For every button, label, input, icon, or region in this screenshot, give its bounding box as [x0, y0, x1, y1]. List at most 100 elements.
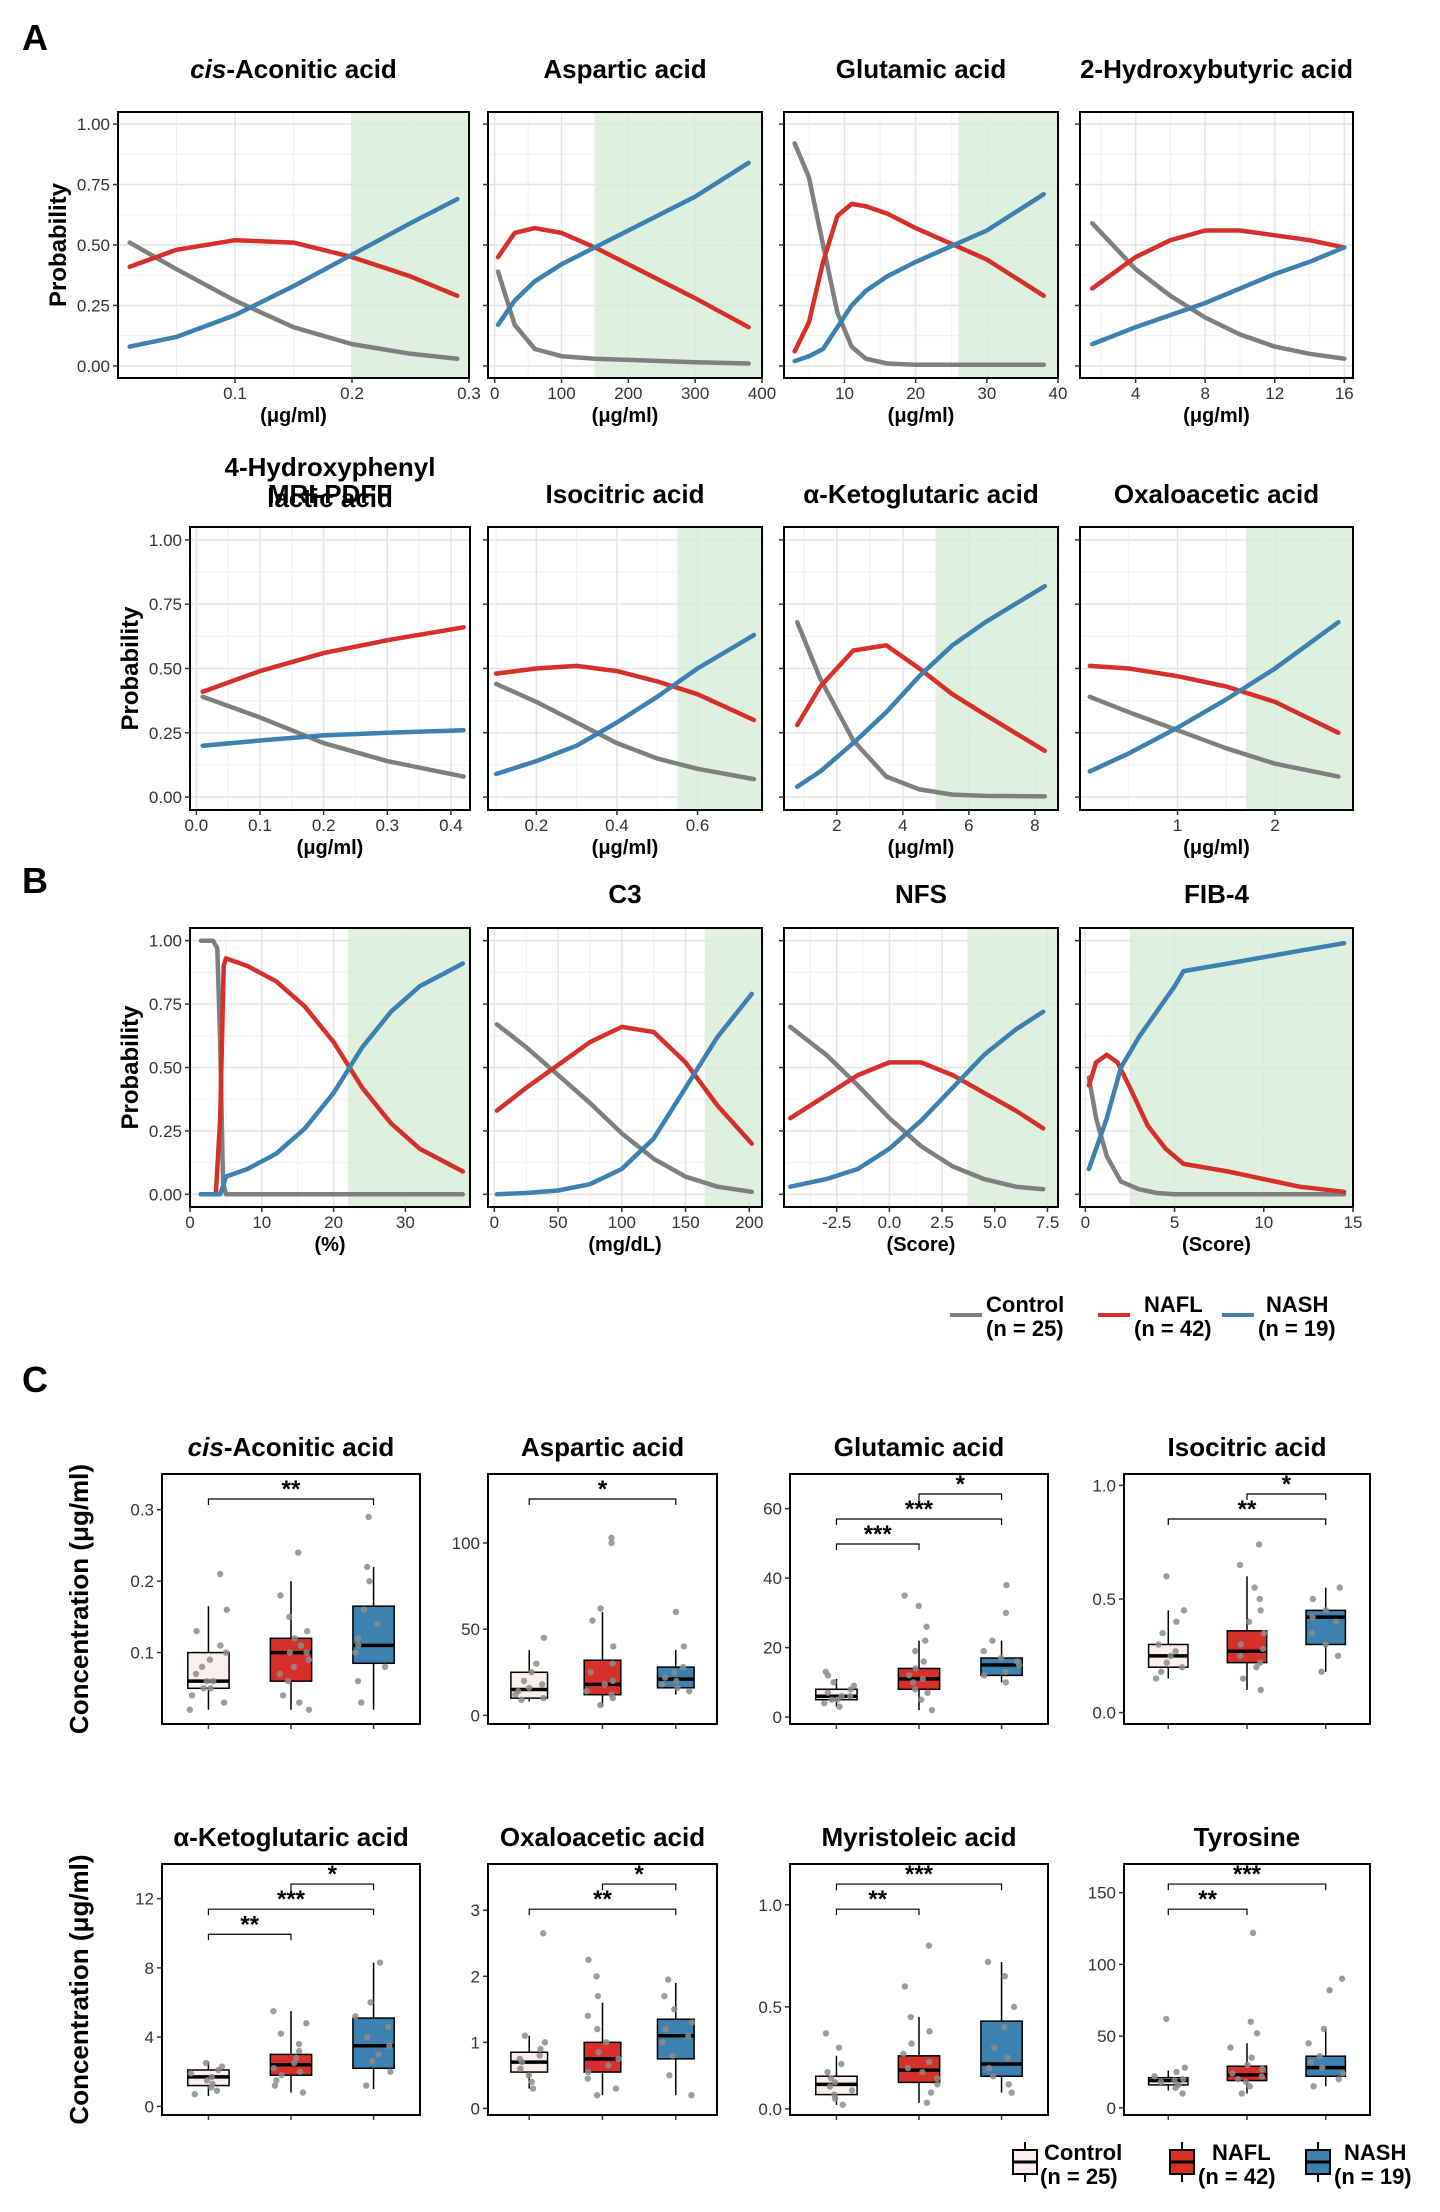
- significance-bracket: *: [918, 1471, 1003, 1500]
- data-point: [369, 2058, 376, 2065]
- data-point: [1256, 1595, 1263, 1603]
- data-point: [352, 2013, 359, 2020]
- x-tick-label: 4: [898, 816, 907, 835]
- data-point: [367, 1999, 374, 2006]
- data-point: [661, 1674, 669, 1681]
- data-point: [1167, 1652, 1174, 1660]
- x-tick-label: 40: [1049, 384, 1068, 403]
- box-nafl: [583, 1956, 622, 2099]
- box-nash: [1305, 1975, 1347, 2090]
- box-control: [1147, 2015, 1189, 2097]
- data-point: [822, 2030, 830, 2037]
- chart-title: Myristoleic acid: [821, 1822, 1016, 1852]
- chart-title: cis-Aconitic acid: [190, 54, 397, 84]
- significance-bracket: **: [835, 1886, 920, 1916]
- data-point: [188, 1692, 196, 1699]
- series-line-nash: [1086, 940, 1347, 1172]
- x-tick-label: 0.3: [457, 384, 481, 403]
- series-line-control: [200, 694, 466, 779]
- data-point: [822, 1668, 829, 1676]
- data-point: [934, 2075, 941, 2082]
- y-axis-label: Probability: [117, 1005, 144, 1130]
- y-tick-label: 0: [471, 2099, 480, 2118]
- data-point: [686, 1688, 693, 1695]
- data-point: [521, 2032, 528, 2039]
- threshold-shade: [704, 928, 762, 1207]
- data-point: [520, 1677, 528, 1685]
- data-point: [297, 1642, 305, 1649]
- series-group: [794, 583, 1048, 799]
- x-tick-label: 0.2: [340, 384, 364, 403]
- threshold-shade: [1129, 928, 1353, 1207]
- significance-bracket: ***: [835, 1496, 1003, 1525]
- data-point: [203, 1677, 210, 1685]
- x-tick-label: 30: [396, 1213, 415, 1232]
- significance-bracket: **: [528, 1886, 677, 1916]
- x-axis-label: (μg/ml): [592, 837, 659, 859]
- x-tick-label: 20: [906, 384, 925, 403]
- data-point: [674, 1684, 681, 1691]
- plot-frame: [789, 1863, 1049, 2116]
- data-point: [363, 2082, 370, 2089]
- legend-nafl-n: (n = 42): [1134, 1316, 1212, 1341]
- data-point: [220, 1699, 228, 1706]
- data-point: [589, 1617, 596, 1624]
- x-tick-label: 100: [608, 1213, 636, 1232]
- data-point: [846, 1693, 854, 1700]
- significance-label: *: [598, 1476, 608, 1503]
- data-point: [1004, 2054, 1011, 2062]
- line-legend: Control (n = 25) NAFL (n = 42) NASH (n =…: [950, 1292, 1336, 1341]
- series-line-nafl: [127, 237, 460, 299]
- x-tick-label: 0.4: [439, 816, 463, 835]
- y-tick-label: 1.0: [758, 1896, 782, 1915]
- significance-label: *: [328, 1861, 338, 1888]
- data-point: [669, 2052, 676, 2059]
- significance-label: *: [1282, 1471, 1292, 1498]
- data-point: [920, 1658, 927, 1665]
- bracket-line: [207, 1933, 292, 1941]
- data-point: [295, 2047, 303, 2055]
- bracket-line: [1246, 1493, 1327, 1500]
- legend-box-control-label: Control: [1044, 2140, 1122, 2165]
- threshold-shade: [1245, 527, 1353, 810]
- chart-b-fib-4: 0 5 10 15 (Score) FIB-4: [1075, 879, 1362, 1256]
- data-point: [584, 2068, 592, 2076]
- data-point: [923, 1623, 930, 1630]
- x-tick-label: 0.2: [525, 816, 549, 835]
- data-point: [924, 1689, 931, 1696]
- data-point: [597, 1605, 604, 1612]
- significance-label: ***: [905, 1861, 934, 1888]
- data-point: [277, 1592, 284, 1599]
- data-point: [525, 2072, 533, 2079]
- significance-label: *: [634, 1861, 644, 1888]
- significance-label: ***: [277, 1886, 306, 1913]
- data-point: [1157, 2078, 1165, 2086]
- data-point: [672, 1608, 680, 1616]
- data-point: [514, 1688, 522, 1695]
- data-point: [540, 1634, 548, 1641]
- legend-box-control-swatch: [1012, 2142, 1038, 2182]
- legend-nash-label: NASH: [1266, 1292, 1328, 1317]
- y-tick-label: 0.5: [758, 1998, 782, 2017]
- series-group: [200, 625, 466, 779]
- box-nash: [980, 1958, 1023, 2096]
- data-point: [203, 2077, 211, 2084]
- y-tick-label: 0: [1107, 2099, 1116, 2118]
- data-point: [284, 1677, 292, 1685]
- y-tick-label: 0.0: [1092, 1704, 1116, 1723]
- data-point: [901, 1983, 909, 1990]
- data-point: [1239, 1675, 1247, 1682]
- data-point: [381, 1663, 389, 1671]
- y-axis-label: Probability: [117, 606, 144, 731]
- x-tick-label: 30: [977, 384, 996, 403]
- data-point: [270, 2007, 277, 2015]
- series-line-control: [788, 1024, 1046, 1192]
- y-tick-label: 0.50: [149, 660, 182, 679]
- x-tick-label: 400: [748, 384, 776, 403]
- chart-b-nfs: -2.5 0.0 2.5 5.0 7.5 (Score) NFS: [779, 879, 1059, 1256]
- chart-title: Glutamic acid: [834, 1432, 1005, 1462]
- data-point: [1171, 2077, 1178, 2084]
- data-point: [908, 2040, 915, 2047]
- bracket-line: [290, 1883, 375, 1891]
- x-tick-label: 8: [1030, 816, 1039, 835]
